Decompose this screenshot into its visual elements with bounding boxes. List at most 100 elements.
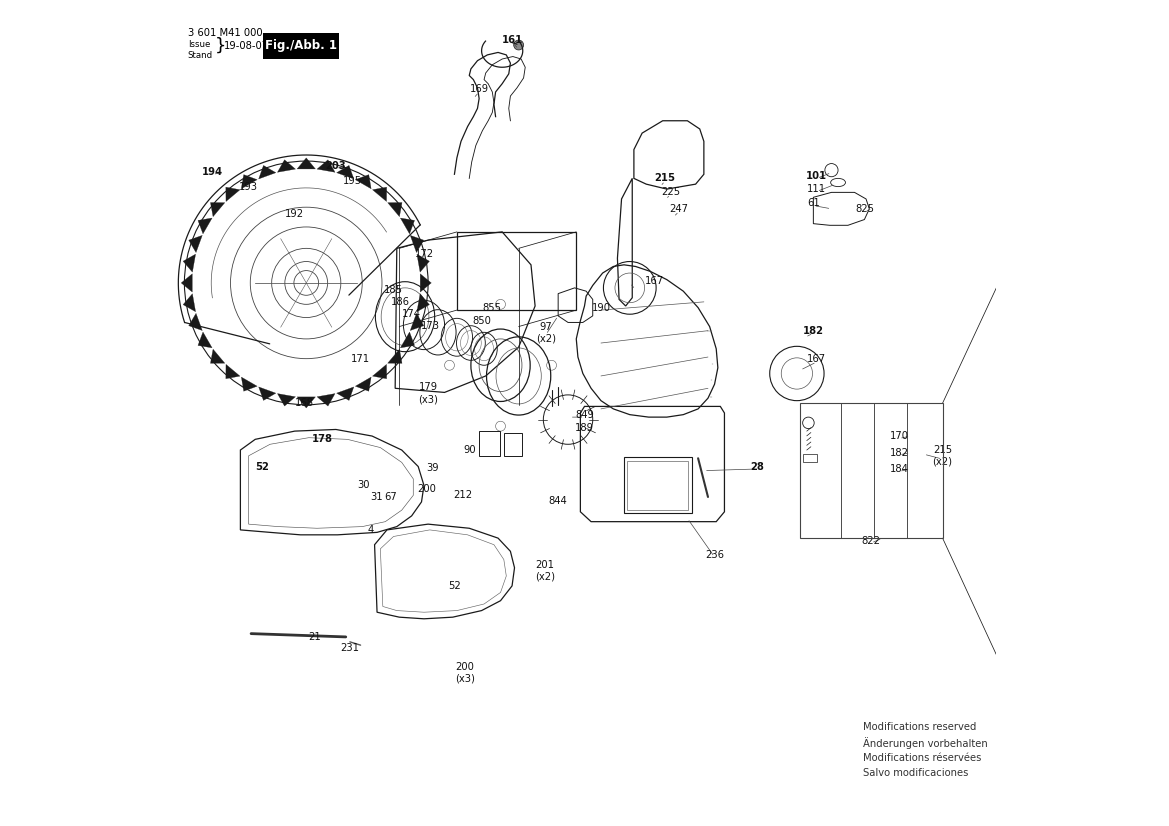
Text: 170: 170 [890, 431, 908, 441]
Text: 203: 203 [326, 161, 346, 171]
Circle shape [513, 40, 524, 50]
Text: 200: 200 [417, 484, 436, 494]
Polygon shape [297, 397, 316, 408]
Polygon shape [373, 188, 387, 202]
Polygon shape [410, 235, 423, 253]
Text: 169: 169 [470, 84, 489, 94]
Text: 200
(x3): 200 (x3) [455, 662, 475, 683]
Polygon shape [241, 377, 257, 392]
Text: 182: 182 [803, 325, 824, 335]
Text: 52: 52 [255, 462, 269, 472]
Polygon shape [297, 158, 316, 169]
Polygon shape [258, 387, 276, 401]
Text: 855: 855 [483, 302, 502, 312]
Text: 186: 186 [390, 297, 409, 307]
Text: Stand: Stand [188, 50, 213, 59]
Text: 193: 193 [240, 182, 258, 192]
Polygon shape [337, 165, 354, 179]
Text: 192: 192 [285, 209, 304, 219]
Text: 825: 825 [855, 204, 874, 214]
Text: 247: 247 [670, 204, 689, 214]
Text: 212: 212 [454, 491, 472, 501]
Text: 225: 225 [662, 188, 680, 197]
Polygon shape [277, 159, 296, 173]
Polygon shape [198, 218, 212, 234]
Text: 67: 67 [385, 492, 397, 502]
Polygon shape [277, 394, 296, 406]
Text: 185: 185 [383, 284, 403, 295]
Text: 182: 182 [890, 448, 908, 458]
Polygon shape [355, 377, 371, 392]
Polygon shape [410, 313, 423, 330]
Text: 236: 236 [705, 549, 724, 559]
Text: 201
(x2): 201 (x2) [535, 560, 555, 582]
Bar [479, 431, 499, 456]
Bar [628, 461, 689, 510]
Polygon shape [317, 394, 336, 406]
Text: 97
(x2): 97 (x2) [535, 321, 555, 343]
Text: 167: 167 [645, 276, 664, 287]
Polygon shape [241, 174, 257, 189]
Text: 850: 850 [472, 316, 491, 325]
Text: 184: 184 [890, 464, 908, 474]
Text: 3 601 M41 000: 3 601 M41 000 [188, 28, 262, 38]
Text: 161: 161 [502, 35, 523, 45]
Text: 194: 194 [202, 167, 223, 177]
Bar [801, 403, 942, 538]
Polygon shape [184, 254, 195, 272]
Text: 4: 4 [367, 525, 374, 535]
Bar [504, 433, 521, 456]
Text: 101: 101 [807, 171, 828, 181]
Polygon shape [417, 254, 429, 272]
Text: 231: 231 [340, 643, 359, 653]
Text: 844: 844 [548, 496, 567, 506]
Text: 215
(x2): 215 (x2) [933, 445, 953, 467]
Polygon shape [198, 332, 212, 348]
Bar [803, 454, 817, 463]
Polygon shape [188, 235, 202, 253]
Text: 61: 61 [807, 198, 819, 208]
Polygon shape [401, 332, 415, 348]
Polygon shape [184, 294, 195, 311]
Text: 190: 190 [592, 302, 610, 312]
Polygon shape [226, 364, 240, 379]
Text: 39: 39 [426, 463, 438, 473]
Polygon shape [210, 349, 224, 363]
Text: 171: 171 [351, 354, 371, 364]
Polygon shape [373, 364, 387, 379]
Text: Modifications reserved
Änderungen vorbehalten
Modifications réservées
Salvo modi: Modifications reserved Änderungen vorbeh… [863, 722, 988, 778]
Text: 28: 28 [750, 462, 765, 472]
Text: 849: 849 [575, 410, 594, 420]
Text: 178: 178 [312, 434, 333, 444]
Polygon shape [317, 159, 336, 173]
Text: 30: 30 [358, 480, 371, 490]
Polygon shape [181, 273, 192, 292]
Text: Fig./Abb. 1: Fig./Abb. 1 [265, 40, 338, 52]
Text: 189: 189 [575, 423, 594, 433]
Text: 21: 21 [309, 632, 320, 642]
Text: 167: 167 [807, 354, 826, 364]
Text: 111: 111 [807, 184, 826, 194]
Text: 179
(x3): 179 (x3) [419, 382, 438, 404]
Text: 19-08-07: 19-08-07 [224, 40, 269, 51]
Polygon shape [258, 165, 276, 179]
Polygon shape [355, 174, 371, 189]
Polygon shape [337, 387, 354, 401]
Text: 195: 195 [343, 176, 362, 186]
Text: 822: 822 [862, 535, 880, 546]
Text: 215: 215 [655, 173, 676, 183]
Text: Issue: Issue [188, 40, 210, 49]
Text: 168: 168 [295, 398, 314, 408]
Polygon shape [417, 294, 429, 311]
Polygon shape [188, 313, 202, 330]
Polygon shape [388, 202, 402, 216]
Bar [263, 33, 339, 59]
Text: 52: 52 [448, 581, 461, 591]
Text: 173: 173 [421, 320, 440, 330]
Polygon shape [420, 273, 431, 292]
Text: 31: 31 [371, 492, 383, 502]
Polygon shape [388, 349, 402, 363]
Bar [624, 458, 692, 514]
Polygon shape [401, 218, 415, 234]
Text: 174: 174 [402, 309, 421, 319]
